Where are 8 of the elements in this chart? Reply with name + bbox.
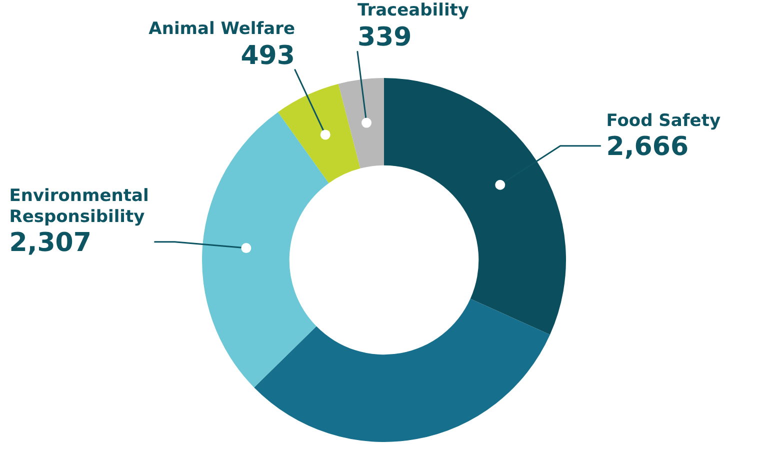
data-label: 493 — [240, 40, 295, 71]
data-label: 2,666 — [606, 132, 689, 162]
slice-label: Food Safety — [606, 110, 721, 131]
data-label: 2,307 — [9, 228, 92, 258]
slice-label: Traceability — [357, 0, 469, 21]
slice-label: Animal Welfare — [148, 18, 295, 39]
data-label: 339 — [357, 22, 412, 53]
slice-label: Environmental Responsibility — [9, 186, 149, 227]
